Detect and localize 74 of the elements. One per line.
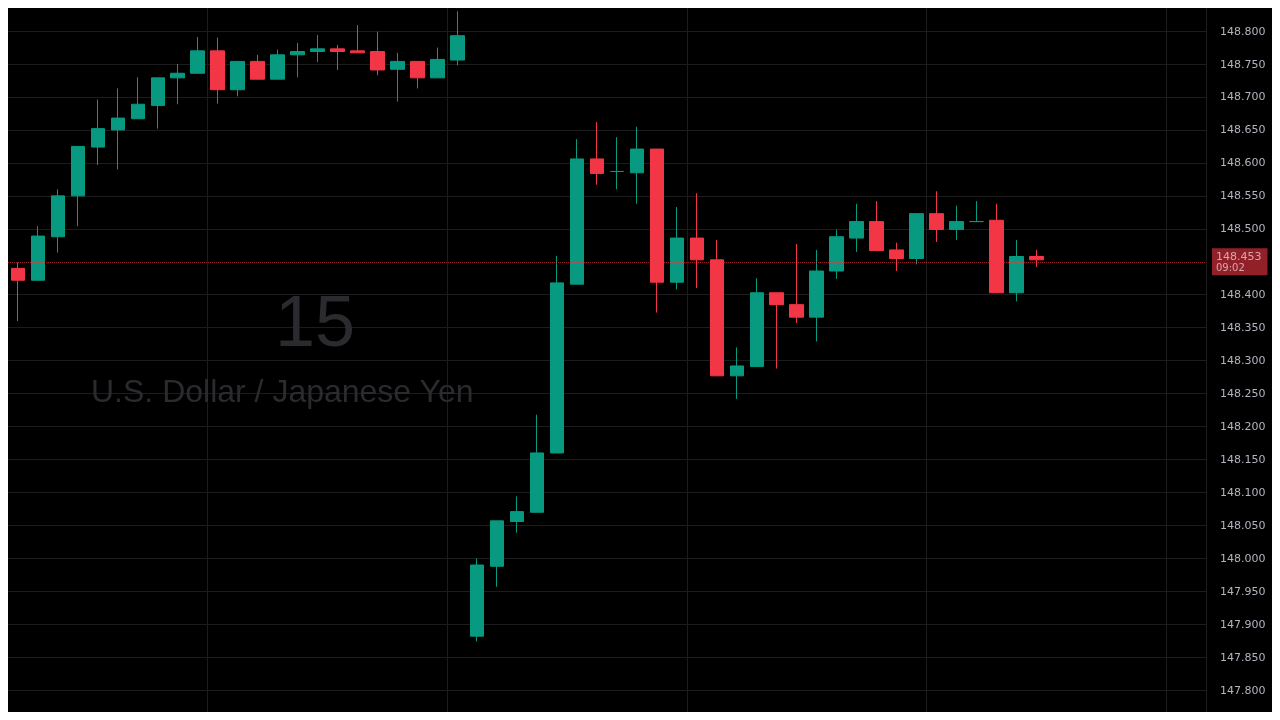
y-tick-label: 148.650 <box>1220 123 1266 137</box>
candlestick <box>690 192 704 289</box>
y-tick-label: 147.900 <box>1220 617 1266 631</box>
candlestick <box>929 190 944 243</box>
candlestick <box>490 520 504 588</box>
y-tick-label: 148.250 <box>1220 387 1266 401</box>
y-tick-label: 147.950 <box>1220 584 1266 598</box>
candlestick <box>390 52 405 103</box>
candlestick <box>590 121 604 186</box>
candlestick <box>909 213 924 265</box>
candlestick <box>91 99 105 166</box>
y-tick-label: 148.200 <box>1220 420 1266 434</box>
candlestick <box>470 557 484 642</box>
candlestick <box>430 47 445 79</box>
candlestick <box>350 24 365 54</box>
y-tick-label: 148.300 <box>1220 354 1266 368</box>
candlestick <box>1009 239 1024 302</box>
candlestick <box>949 205 964 241</box>
y-tick-label: 148.050 <box>1220 518 1266 532</box>
candlestick <box>31 225 45 281</box>
y-tick-label: 148.500 <box>1220 222 1266 236</box>
candlestick <box>849 203 864 253</box>
y-tick-label: 148.000 <box>1220 551 1266 565</box>
candlestick <box>270 49 285 80</box>
candlestick <box>889 242 904 272</box>
y-tick-label: 148.800 <box>1220 24 1266 38</box>
candlestick <box>670 206 684 290</box>
candlestick <box>869 200 884 252</box>
candlestick <box>570 138 584 285</box>
candlestick <box>550 255 564 454</box>
candlestick <box>769 292 784 370</box>
candlestick <box>290 42 305 78</box>
y-tick-label: 148.600 <box>1220 156 1266 170</box>
y-tick-label: 147.800 <box>1220 683 1266 697</box>
candlestick <box>71 145 85 227</box>
y-tick-label: 148.550 <box>1220 189 1266 203</box>
candlestick <box>151 77 165 130</box>
candlestick <box>510 495 524 534</box>
candlestick <box>111 87 125 170</box>
y-tick-label: 148.100 <box>1220 485 1266 499</box>
candlestick <box>610 136 624 190</box>
candlestick <box>710 239 724 377</box>
y-tick-label: 147.850 <box>1220 650 1266 664</box>
candlestick <box>51 188 65 254</box>
candlestick <box>310 34 325 63</box>
candlestick <box>989 203 1004 294</box>
y-tick-label: 148.750 <box>1220 57 1266 71</box>
candlestick <box>190 36 205 74</box>
candlestick <box>11 261 25 322</box>
text: 09:02 <box>1216 261 1245 273</box>
candlestick <box>330 44 345 71</box>
candlestick <box>829 228 844 280</box>
candlestick <box>969 200 984 223</box>
candlestick <box>230 60 245 97</box>
candlestick <box>809 249 824 343</box>
candlestick <box>410 60 425 89</box>
y-tick-label: 148.350 <box>1220 321 1266 335</box>
candlestick <box>250 54 265 80</box>
candlestick <box>210 37 225 105</box>
y-tick-label: 148.700 <box>1220 90 1266 104</box>
ref-line-label: 148.453 <box>1216 250 1262 264</box>
candlestick <box>450 10 465 66</box>
candlestick <box>730 346 744 400</box>
candlestick <box>750 277 764 368</box>
candlestick <box>1029 249 1044 268</box>
candlestick <box>789 243 804 324</box>
candlestick <box>131 76 145 120</box>
y-tick-label: 148.150 <box>1220 453 1266 467</box>
y-tick-label: 148.400 <box>1220 288 1266 302</box>
candlestick <box>630 126 644 205</box>
candlestick <box>530 414 544 513</box>
candlestick <box>650 148 664 314</box>
candlestick <box>370 31 385 76</box>
candlestick <box>170 63 185 105</box>
